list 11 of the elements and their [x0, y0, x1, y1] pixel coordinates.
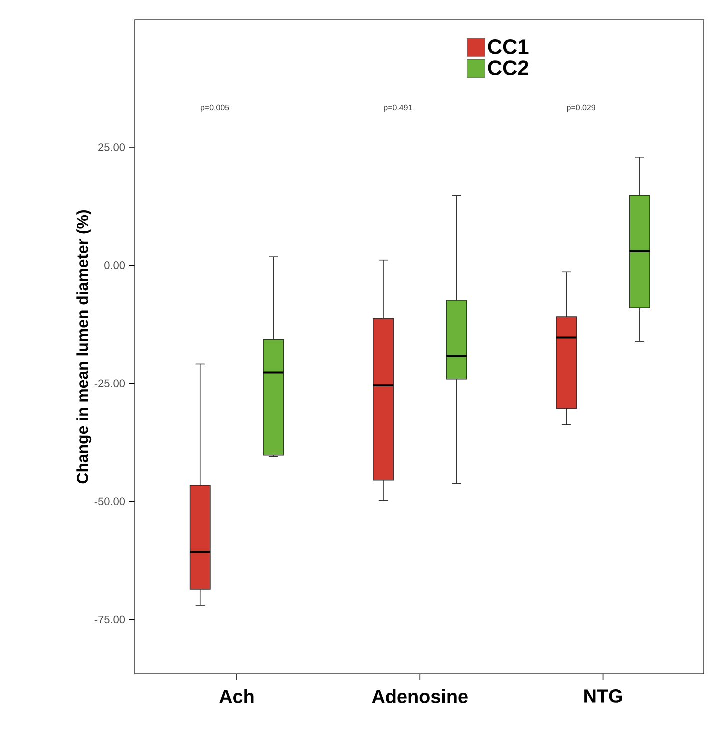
- legend-label: CC2: [488, 60, 528, 76]
- y-tick-label: 0.00: [104, 262, 126, 270]
- legend-label: CC1: [488, 40, 529, 54]
- y-tick-label: -50.00: [94, 498, 126, 506]
- y-tick-label: -75.00: [94, 616, 126, 624]
- y-tick-label: -25.00: [94, 380, 126, 388]
- x-tick-label: Ach: [220, 690, 254, 704]
- y-tick-label: 25.00: [98, 144, 126, 152]
- y-axis-title: Change in mean lumen diameter (%): [76, 210, 92, 484]
- x-tick-label: NTG: [584, 690, 622, 703]
- x-tick-label: Adenosine: [372, 690, 468, 704]
